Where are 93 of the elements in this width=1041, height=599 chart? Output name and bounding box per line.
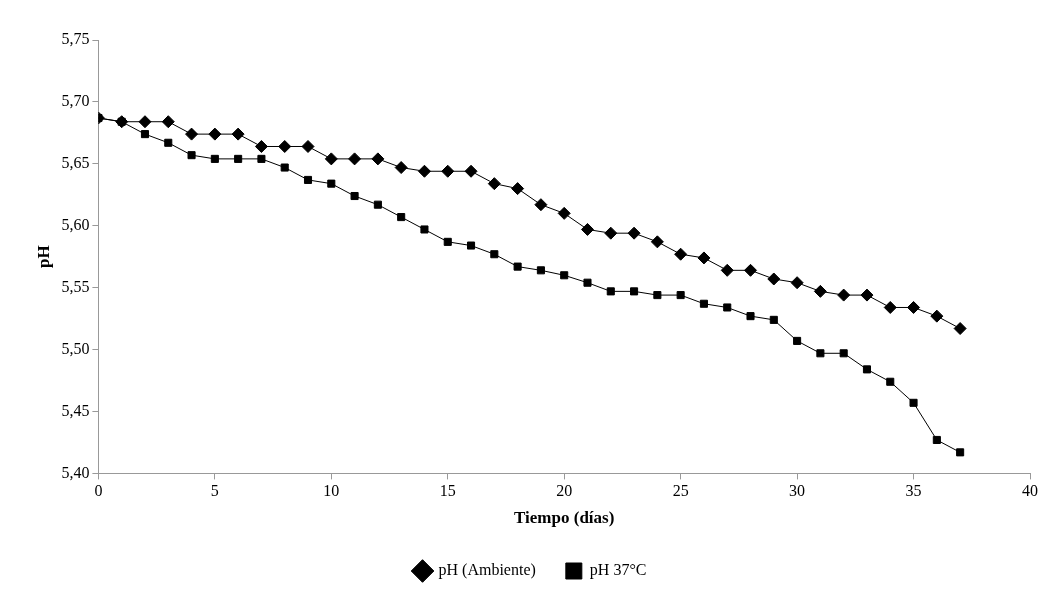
- point: [185, 127, 199, 141]
- x-axis-title: Tiempo (días): [514, 508, 615, 528]
- point: [604, 226, 618, 240]
- point: [231, 127, 245, 141]
- point: [464, 164, 478, 178]
- point: [280, 163, 289, 172]
- legend-label: pH 37°C: [589, 561, 647, 580]
- point: [839, 349, 848, 358]
- point: [883, 300, 897, 314]
- point: [813, 284, 827, 298]
- point: [653, 291, 662, 300]
- point: [790, 276, 804, 290]
- x-tick-label: 0: [94, 482, 103, 500]
- point: [723, 303, 732, 312]
- x-tick-label: 5: [210, 482, 219, 500]
- point: [932, 435, 941, 444]
- point: [373, 200, 382, 209]
- point: [187, 151, 196, 160]
- y-tick-label: 5,65: [61, 154, 90, 172]
- point: [441, 164, 455, 178]
- point: [560, 271, 569, 280]
- point: [490, 250, 499, 259]
- point: [257, 154, 266, 163]
- point: [907, 300, 921, 314]
- point: [744, 263, 758, 277]
- y-axis-title: pH: [33, 245, 53, 269]
- legend-label: pH (Ambiente): [438, 561, 536, 580]
- point: [816, 349, 825, 358]
- point: [860, 288, 874, 302]
- point: [327, 179, 336, 188]
- point: [769, 315, 778, 324]
- point: [487, 177, 501, 191]
- point: [650, 235, 664, 249]
- point: [580, 222, 594, 236]
- point: [303, 175, 313, 184]
- point: [909, 398, 918, 407]
- point: [511, 182, 525, 196]
- y-tick-label: 5,70: [61, 92, 90, 110]
- point: [140, 130, 150, 139]
- point: [324, 152, 338, 166]
- x-tick-label: 15: [439, 482, 456, 500]
- point: [350, 191, 359, 201]
- y-tick-label: 5,40: [61, 463, 90, 481]
- point: [606, 287, 615, 296]
- y-tick-label: 5,55: [61, 277, 90, 295]
- point: [720, 263, 734, 277]
- point: [420, 225, 429, 234]
- point: [862, 365, 872, 374]
- y-tick-label: 5,45: [61, 401, 90, 419]
- point: [234, 154, 243, 163]
- y-tick-label: 5,75: [61, 30, 90, 48]
- point: [397, 213, 406, 222]
- point: [278, 139, 292, 153]
- y-tick-label: 5,60: [61, 215, 90, 233]
- point: [767, 272, 781, 286]
- point: [837, 288, 851, 302]
- point: [513, 262, 522, 271]
- point: [394, 161, 408, 175]
- point: [793, 336, 802, 345]
- point: [674, 247, 688, 261]
- point: [886, 377, 895, 386]
- point: [348, 152, 362, 166]
- point: [676, 291, 685, 300]
- point: [254, 139, 268, 153]
- point: [557, 206, 571, 220]
- point: [953, 322, 967, 336]
- point: [746, 312, 755, 321]
- x-tick-label: 10: [323, 482, 340, 500]
- point: [208, 127, 222, 141]
- point: [417, 164, 431, 178]
- point: [301, 139, 315, 153]
- y-tick-label: 5,50: [61, 339, 90, 357]
- point: [630, 287, 639, 296]
- point: [534, 198, 548, 212]
- point: [443, 237, 452, 246]
- point: [138, 115, 152, 129]
- x-tick-label: 40: [1022, 482, 1038, 500]
- point: [371, 152, 385, 166]
- point: [536, 266, 545, 275]
- x-tick-label: 20: [556, 482, 573, 500]
- point: [161, 115, 175, 129]
- point: [697, 251, 711, 265]
- point: [583, 278, 592, 287]
- point: [467, 241, 476, 250]
- point: [956, 448, 965, 457]
- point: [699, 299, 708, 308]
- point: [164, 138, 173, 147]
- point: [210, 154, 219, 163]
- x-tick-label: 25: [672, 482, 689, 500]
- x-tick-label: 30: [789, 482, 806, 500]
- point: [930, 309, 944, 323]
- x-tick-label: 35: [905, 482, 922, 500]
- point: [627, 226, 641, 240]
